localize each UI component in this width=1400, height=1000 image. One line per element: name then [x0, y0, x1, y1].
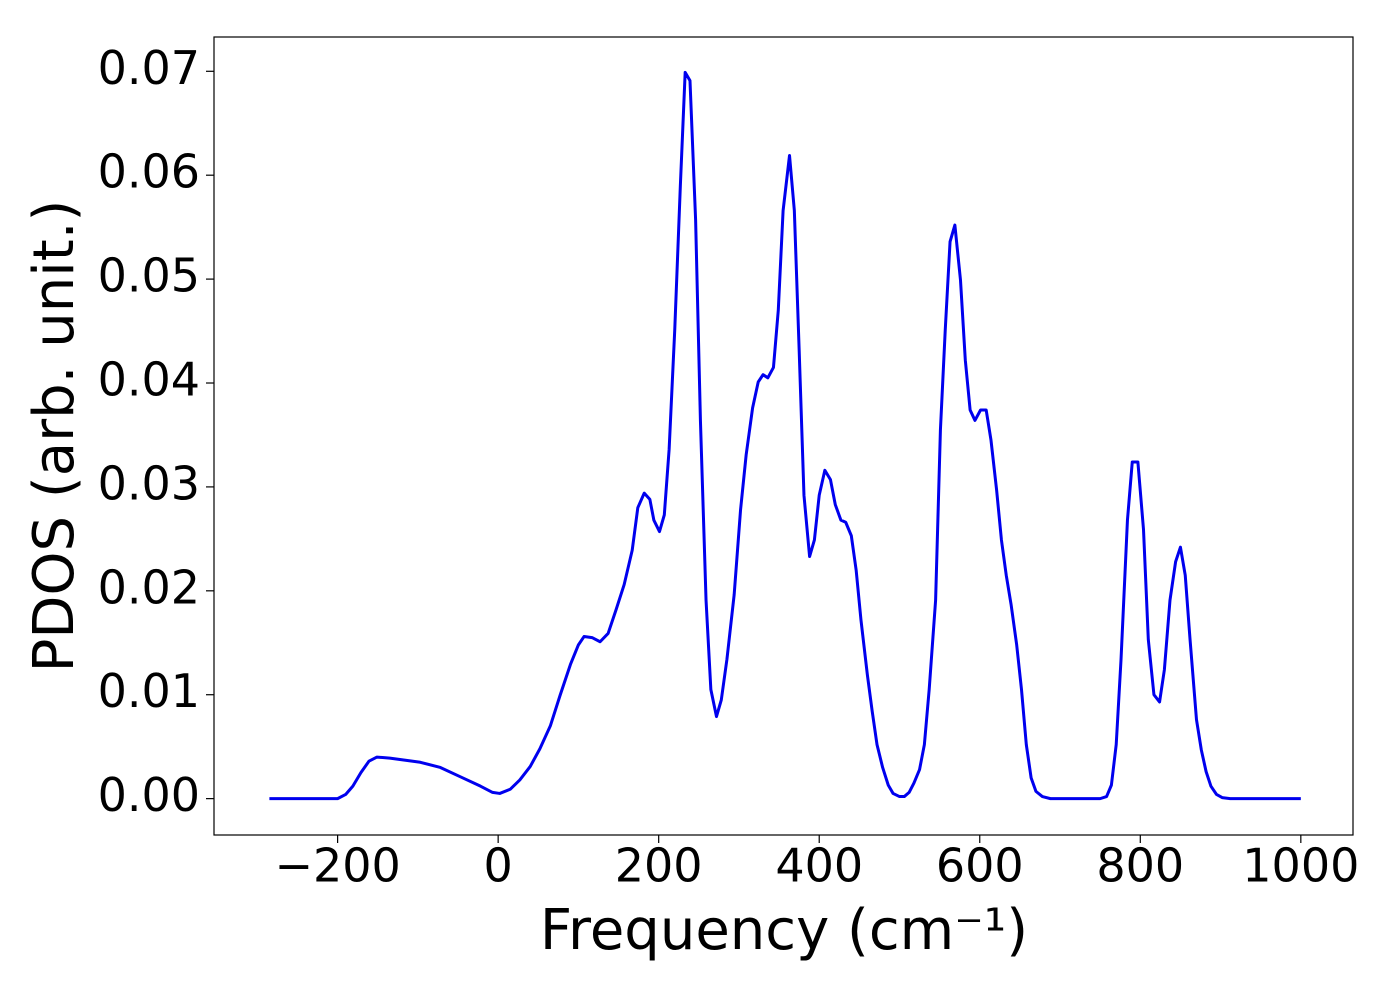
x-tick-label: 0 — [484, 839, 513, 893]
x-tick-label: 1000 — [1242, 839, 1359, 893]
y-tick-label: 0.00 — [98, 768, 200, 822]
y-axis-label: PDOS (arb. unit.) — [22, 200, 87, 673]
x-tick-label: 400 — [775, 839, 863, 893]
y-tick-label: 0.02 — [98, 560, 200, 614]
y-tick-label: 0.05 — [98, 249, 200, 303]
y-tick-label: 0.03 — [98, 456, 200, 510]
plot-frame — [213, 36, 1354, 836]
y-tick-label: 0.04 — [98, 353, 200, 407]
x-tick-label: 800 — [1096, 839, 1184, 893]
y-tick-label: 0.07 — [98, 41, 200, 95]
data-line — [269, 70, 1301, 801]
x-tick-label: 600 — [936, 839, 1024, 893]
x-tick-label: −200 — [274, 839, 400, 893]
x-tick-label: 200 — [615, 839, 703, 893]
y-tick-label: 0.06 — [98, 145, 200, 199]
y-tick-label: 0.01 — [98, 664, 200, 718]
x-axis-label: Frequency (cm⁻¹) — [540, 898, 1028, 963]
